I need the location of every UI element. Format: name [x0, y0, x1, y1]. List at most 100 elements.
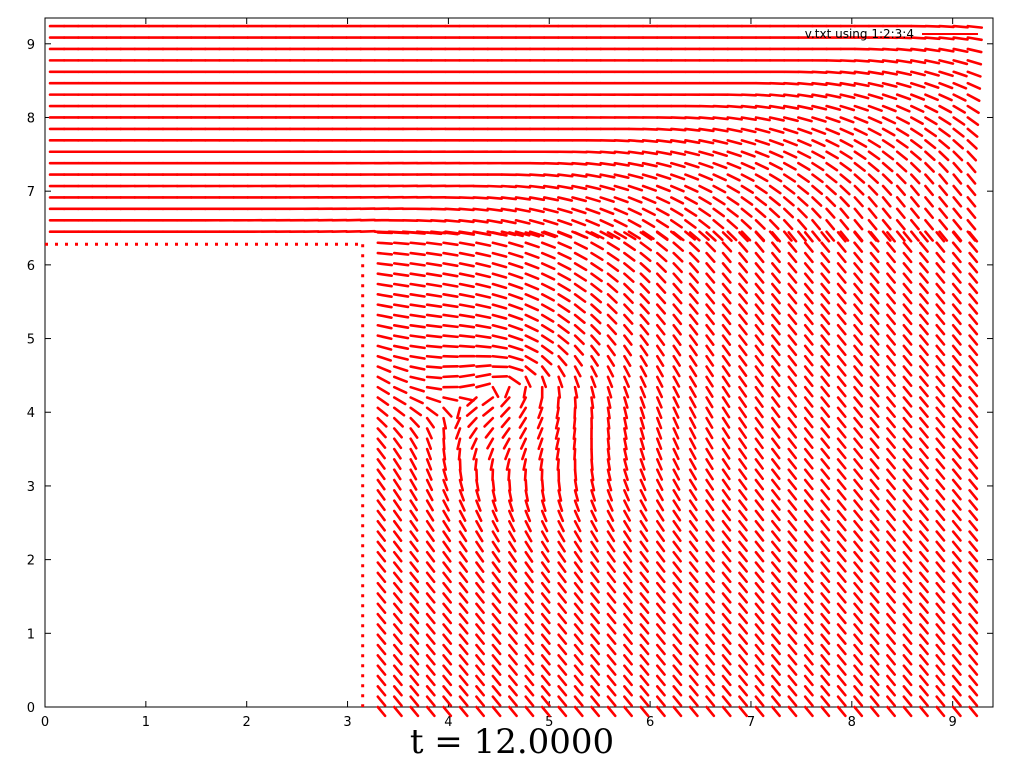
- vector-arrow: [902, 540, 913, 553]
- vector-arrow: [376, 685, 387, 697]
- vector-arrow: [639, 592, 650, 604]
- vector-arrow: [425, 241, 443, 246]
- vector-arrow: [771, 231, 782, 243]
- vector-arrow: [623, 303, 634, 315]
- vector-arrow: [820, 262, 831, 274]
- vector-arrow: [508, 282, 524, 290]
- vector-arrow: [811, 218, 822, 231]
- vector-arrow: [754, 262, 765, 274]
- vector-arrow: [721, 344, 731, 357]
- vector-arrow: [655, 344, 665, 357]
- vector-arrow: [836, 550, 847, 563]
- vector-arrow: [590, 581, 600, 594]
- vector-arrow: [867, 161, 880, 173]
- vector-arrow: [966, 218, 977, 231]
- vector-arrow: [491, 303, 508, 310]
- vector-arrow: [952, 81, 968, 90]
- vector-arrow: [483, 416, 495, 428]
- vector-arrow: [968, 633, 979, 645]
- vector-arrow: [924, 150, 936, 162]
- vector-arrow: [458, 231, 476, 236]
- vector-arrow: [754, 489, 765, 501]
- vector-arrow: [910, 218, 920, 231]
- vector-arrow: [376, 654, 387, 666]
- vector-arrow: [705, 272, 716, 284]
- vector-arrow: [924, 139, 937, 150]
- vector-arrow: [491, 530, 500, 543]
- vector-arrow: [688, 354, 698, 367]
- x-tick-label: 0: [41, 715, 49, 730]
- vector-arrow: [425, 685, 436, 697]
- vector-arrow: [820, 323, 831, 336]
- vector-arrow: [820, 437, 831, 449]
- vector-arrow: [869, 633, 880, 645]
- vector-arrow: [491, 592, 502, 604]
- vector-arrow: [606, 509, 615, 522]
- vector-arrow: [508, 313, 524, 321]
- vector-arrow: [951, 633, 962, 645]
- vector-arrow: [688, 303, 699, 315]
- vector-arrow: [811, 116, 827, 123]
- vector-arrow: [590, 592, 600, 604]
- vector-arrow: [623, 354, 632, 367]
- vector-arrow: [376, 231, 394, 235]
- vector-arrow: [836, 478, 847, 491]
- vector-arrow: [951, 231, 962, 243]
- vector-arrow: [952, 59, 969, 66]
- vector-arrow: [442, 406, 453, 418]
- vector-arrow: [836, 540, 847, 553]
- vector-arrow: [409, 323, 426, 329]
- vector-arrow: [655, 218, 670, 229]
- vector-arrow: [754, 303, 765, 315]
- vector-arrow: [524, 685, 535, 697]
- vector-arrow: [585, 150, 602, 154]
- vector-arrow: [968, 231, 979, 243]
- vector-arrow: [869, 654, 880, 666]
- vector-arrow: [705, 427, 714, 440]
- vector-arrow: [585, 173, 602, 179]
- vector-arrow: [902, 262, 913, 274]
- vector-arrow: [738, 695, 749, 707]
- vector-arrow: [938, 93, 953, 102]
- vector-arrow: [803, 427, 814, 439]
- vector-arrow: [606, 323, 618, 336]
- vector-arrow: [853, 396, 864, 408]
- vector-arrow: [886, 509, 896, 522]
- vector-arrow: [392, 241, 410, 246]
- vector-arrow: [886, 293, 896, 305]
- vector-arrow: [557, 612, 568, 625]
- vector-arrow: [825, 207, 836, 219]
- vector-arrow: [475, 282, 492, 289]
- vector-arrow: [606, 334, 617, 346]
- vector-arrow: [771, 499, 781, 511]
- vector-arrow: [782, 150, 798, 159]
- vector-arrow: [655, 313, 666, 326]
- vector-arrow: [968, 674, 979, 687]
- vector-arrow: [540, 592, 551, 604]
- vector-arrow: [392, 293, 410, 298]
- vector-arrow: [803, 489, 814, 501]
- vector-arrow: [705, 396, 714, 409]
- vector-arrow: [825, 104, 842, 111]
- vector-arrow: [771, 643, 781, 656]
- vector-arrow: [590, 406, 594, 420]
- vector-arrow: [684, 127, 701, 132]
- vector-arrow: [705, 685, 716, 697]
- vector-arrow: [606, 550, 616, 563]
- vector-arrow: [491, 633, 502, 645]
- vector-arrow: [768, 218, 780, 230]
- vector-arrow: [573, 272, 588, 282]
- vector-arrow: [573, 282, 587, 293]
- vector-arrow: [475, 478, 480, 492]
- vector-arrow: [599, 218, 614, 228]
- vector-arrow: [475, 323, 492, 330]
- vector-arrow: [508, 478, 512, 492]
- vector-arrow: [938, 173, 949, 185]
- vector-arrow: [771, 654, 781, 666]
- vector-arrow: [409, 612, 420, 625]
- vector-arrow: [825, 116, 841, 124]
- vector-arrow: [613, 173, 630, 179]
- vector-arrow: [797, 150, 812, 159]
- vector-arrow: [968, 654, 979, 666]
